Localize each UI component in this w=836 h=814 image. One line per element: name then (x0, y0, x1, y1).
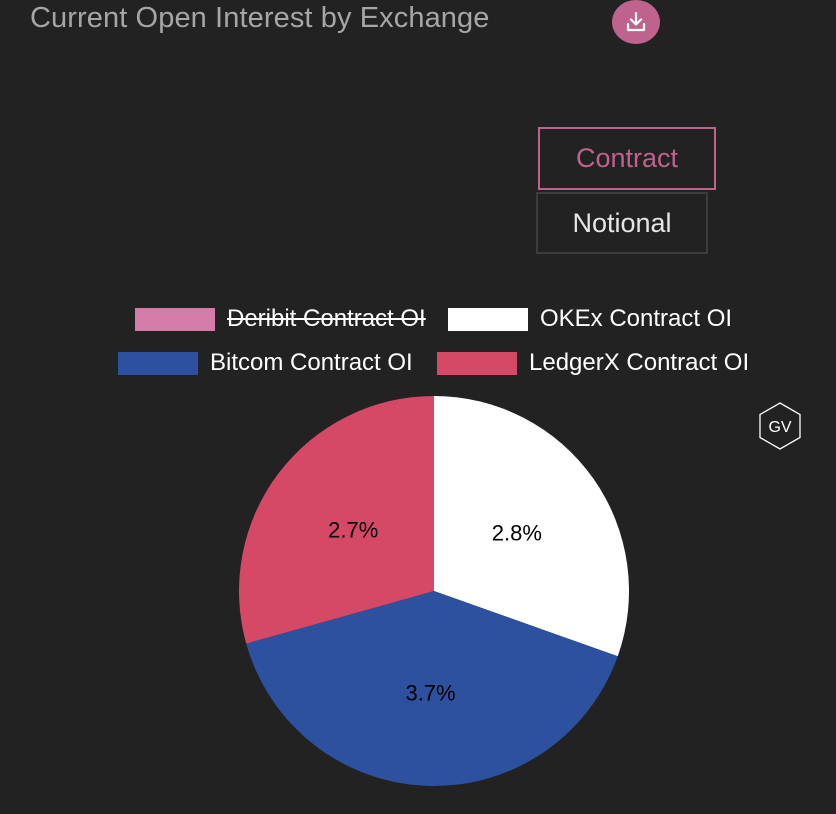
download-button[interactable] (612, 0, 660, 44)
legend-item-ledgerx[interactable]: LedgerX Contract OI (437, 351, 749, 375)
hexagon-logo-icon: GV (759, 402, 801, 450)
watermark-text: GV (768, 419, 791, 436)
legend-label-ledgerx: LedgerX Contract OI (529, 349, 750, 376)
legend-swatch-bitcom (118, 351, 198, 375)
pie-slice-okex[interactable] (434, 396, 629, 657)
legend-swatch-ledgerx (437, 351, 517, 375)
legend-label-okex: OKEx Contract OI (540, 305, 733, 332)
download-icon (626, 11, 646, 32)
legend-swatch-deribit (135, 307, 215, 331)
legend-item-bitcom[interactable]: Bitcom Contract OI (118, 351, 413, 375)
legend-label-bitcom: Bitcom Contract OI (210, 349, 413, 376)
contract-toggle-button[interactable]: Contract (538, 127, 716, 190)
pie-slice-ledgerx[interactable] (239, 396, 434, 644)
pie-slice-bitcom[interactable] (246, 591, 618, 787)
pie-label-bitcom: 3.7% (405, 680, 455, 705)
pie-label-ledgerx: 2.7% (328, 518, 378, 543)
legend-label-deribit: Deribit Contract OI (227, 305, 426, 332)
notional-toggle-button[interactable]: Notional (536, 192, 708, 254)
chart-title: Current Open Interest by Exchange (30, 2, 490, 34)
legend-item-deribit[interactable]: Deribit Contract OI (135, 307, 426, 331)
pie-label-okex: 2.8% (492, 521, 542, 546)
legend-swatch-okex (448, 307, 528, 331)
legend-item-okex[interactable]: OKEx Contract OI (448, 307, 732, 331)
